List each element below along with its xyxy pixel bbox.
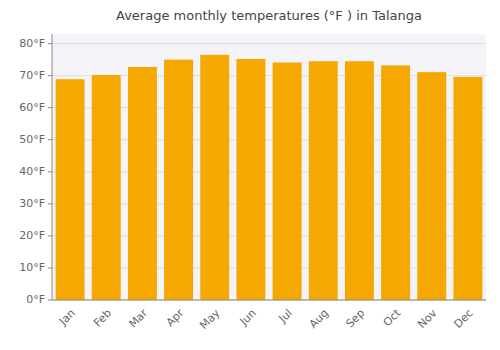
x-axis: Jan Feb Mar Apr May Jun Jul Aug Sep Oct Nov Dec <box>52 300 486 332</box>
y-tick-label: 50°F <box>19 133 45 146</box>
y-axis-line <box>52 34 53 300</box>
x-axis-line <box>52 300 486 301</box>
x-tick-label: May <box>197 306 223 332</box>
x-tick-label: Sep <box>343 307 367 331</box>
y-tick-label: 70°F <box>19 69 45 82</box>
title: Average monthly temperatures (°F ) in Ta… <box>116 8 422 23</box>
x-tick-label: Jul <box>276 307 295 326</box>
x-tick-label: Aug <box>307 307 331 331</box>
bar <box>345 61 374 300</box>
y-tick-label: 20°F <box>19 229 45 242</box>
y-tick-label: 60°F <box>19 101 45 114</box>
plot-background <box>52 34 486 300</box>
y-tick-label: 30°F <box>19 197 45 210</box>
bar <box>273 63 302 300</box>
y-tick <box>48 107 52 108</box>
y-tick <box>48 43 52 44</box>
y-tick-label: 0°F <box>26 293 45 306</box>
chart: 0°F 10°F 20°F 30°F 40°F 50°F 60°F 70°F 80°F Jan Fe… <box>0 0 500 350</box>
bar <box>92 75 121 300</box>
bar <box>200 55 229 300</box>
bars <box>56 55 483 300</box>
x-tick-label: Mar <box>126 306 150 330</box>
bar <box>417 72 446 300</box>
grid-line <box>52 300 486 301</box>
bar <box>164 60 193 300</box>
x-tick-label: Nov <box>415 306 440 331</box>
y-tick-label: 80°F <box>19 37 45 50</box>
y-tick-label: 40°F <box>19 165 45 178</box>
bar <box>56 79 85 300</box>
bar <box>128 67 157 300</box>
x-tick-label: Jan <box>56 307 78 329</box>
x-tick-label: Oct <box>381 306 404 329</box>
bar <box>453 77 482 300</box>
y-tick <box>48 203 52 204</box>
x-tick-label: Feb <box>91 307 114 330</box>
y-tick <box>48 300 52 301</box>
x-tick-label: Apr <box>164 306 187 329</box>
bar <box>381 65 410 300</box>
y-tick <box>48 171 52 172</box>
y-tick <box>48 267 52 268</box>
y-tick <box>48 75 52 76</box>
y-tick <box>48 139 52 140</box>
bar <box>309 61 338 300</box>
bar <box>236 59 265 300</box>
grid <box>52 44 486 300</box>
y-tick-label: 10°F <box>19 261 45 274</box>
chart-container: 0°F 10°F 20°F 30°F 40°F 50°F 60°F 70°F 80°F Jan Fe… <box>0 0 500 350</box>
y-tick <box>48 235 52 236</box>
x-tick-label: Jun <box>237 307 259 329</box>
x-tick-label: Dec <box>451 307 475 331</box>
grid-line <box>52 43 486 44</box>
y-axis: 0°F 10°F 20°F 30°F 40°F 50°F 60°F 70°F 80°F <box>19 34 52 306</box>
